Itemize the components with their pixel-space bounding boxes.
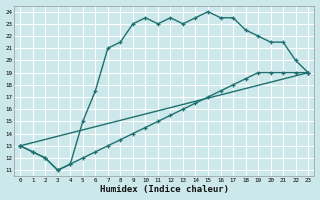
- X-axis label: Humidex (Indice chaleur): Humidex (Indice chaleur): [100, 185, 229, 194]
